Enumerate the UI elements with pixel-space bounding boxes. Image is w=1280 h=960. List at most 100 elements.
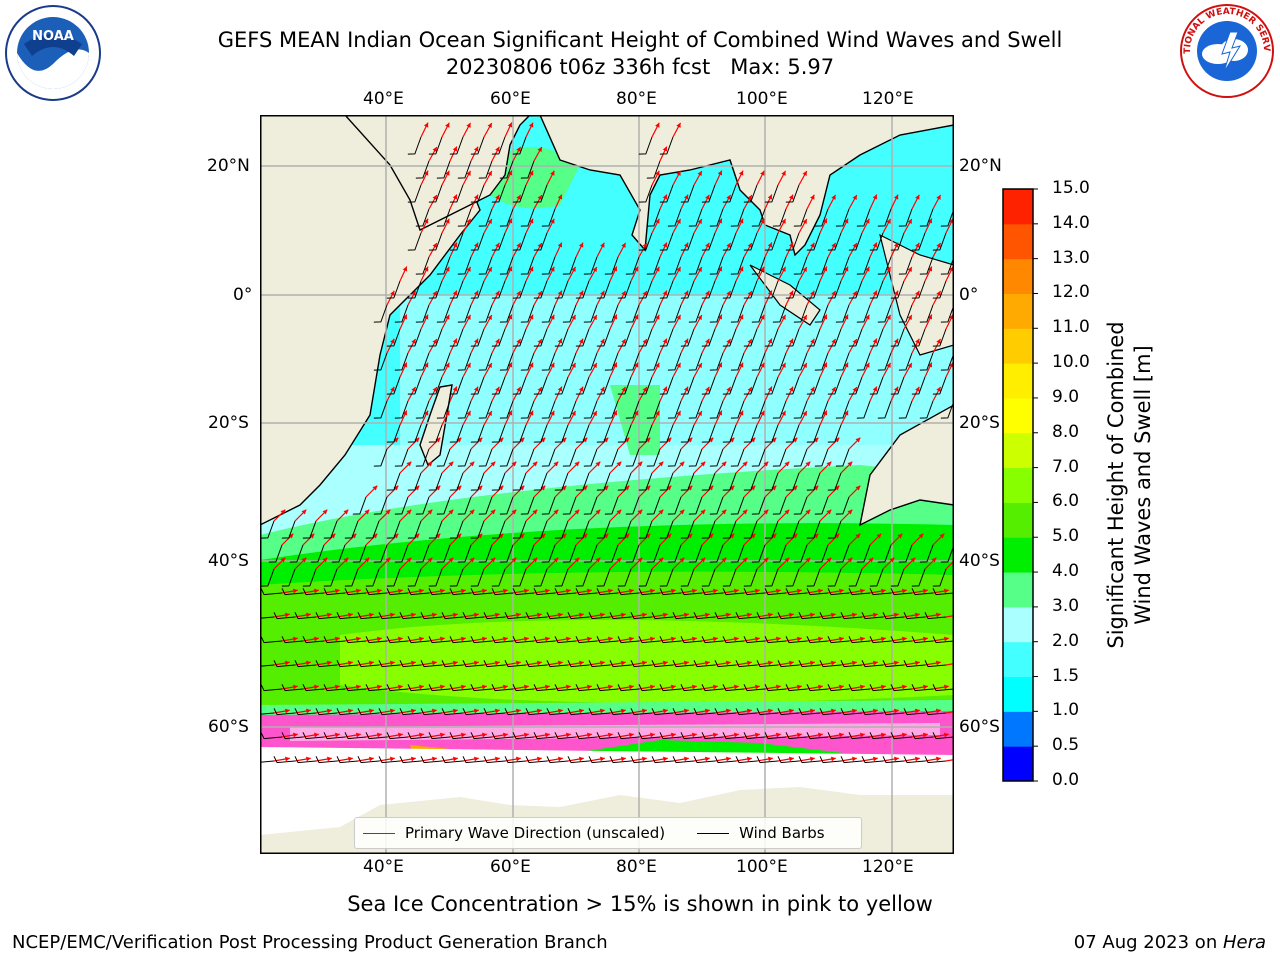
wind-barb — [651, 612, 674, 620]
wave-arrow-head — [453, 708, 458, 714]
wave-arrow-head — [356, 636, 361, 642]
wind-barb — [785, 520, 800, 539]
wave-arrow-head — [738, 218, 744, 224]
wind-barb — [701, 376, 716, 395]
wave-arrow-head — [453, 756, 458, 762]
wave-arrow-head — [655, 314, 660, 320]
wind-barb — [940, 352, 954, 371]
wind-barb — [344, 732, 367, 740]
wave-arrow-head — [726, 290, 731, 296]
wave-arrow-head — [348, 660, 353, 666]
wind-barb — [470, 568, 485, 587]
wind-barb — [273, 756, 296, 764]
wind-barb — [541, 448, 556, 467]
wind-barb — [890, 280, 905, 299]
wave-arrow-head — [285, 660, 290, 666]
wave-arrow-head — [915, 242, 920, 248]
wave-arrow-head — [293, 684, 298, 690]
wave-arrow-head — [516, 708, 521, 714]
wind-barb — [394, 352, 409, 371]
wave-arrow-head — [655, 218, 660, 224]
wind-barb — [533, 280, 548, 299]
wind-barb — [315, 660, 338, 668]
wind-barb — [583, 304, 598, 323]
wave-arrow-head — [616, 461, 622, 467]
wave-arrow-head — [927, 218, 933, 224]
wave-arrow-head — [528, 218, 534, 224]
wind-barb — [415, 256, 430, 275]
wind-barb — [562, 448, 577, 467]
wind-barb — [751, 256, 766, 275]
wind-barb — [604, 304, 619, 323]
wind-barb — [793, 544, 808, 563]
wave-arrow-head — [797, 732, 802, 738]
wave-arrow-head — [398, 588, 403, 594]
wind-barb — [785, 424, 800, 443]
wind-barb — [420, 756, 443, 764]
wave-arrow-head — [692, 732, 697, 738]
wave-arrow-head — [377, 684, 382, 690]
wave-arrow-head — [697, 267, 702, 273]
wave-arrow-head — [621, 708, 626, 714]
wind-barb — [449, 184, 464, 203]
wind-barb — [428, 636, 451, 644]
wave-arrow-head — [507, 170, 513, 176]
wind-barb — [785, 636, 808, 644]
wave-arrow-head — [747, 756, 752, 762]
wind-barb — [365, 684, 388, 692]
wave-arrow-head — [721, 557, 727, 563]
wind-barb — [764, 424, 779, 443]
wind-barb — [638, 472, 653, 491]
wind-barb — [617, 280, 632, 299]
wave-arrow-head — [369, 660, 374, 666]
wind-barb — [541, 256, 556, 275]
wave-arrow-head — [595, 461, 601, 467]
wave-arrow-head — [923, 732, 928, 738]
wind-barb — [491, 684, 514, 692]
wind-barb — [764, 732, 787, 740]
wave-arrow-head — [831, 194, 836, 200]
wind-barb — [764, 588, 787, 596]
wave-arrow-head — [306, 612, 311, 618]
wind-barb — [848, 376, 863, 395]
wind-barb — [596, 376, 611, 395]
wind-barb — [344, 588, 367, 596]
wind-barb — [609, 708, 632, 716]
wind-barb — [512, 568, 527, 587]
wave-arrow-head — [473, 290, 479, 296]
wind-barbs — [260, 136, 954, 764]
wind-barb — [491, 376, 506, 395]
wave-arrow-head — [642, 756, 647, 762]
wave-arrow-head — [873, 756, 878, 762]
wind-barb — [680, 280, 695, 299]
wave-arrow-head — [571, 362, 576, 368]
wave-arrow-head — [936, 708, 941, 714]
wave-arrow-head — [726, 612, 731, 618]
wind-barb — [861, 756, 884, 764]
wind-barb — [835, 448, 850, 467]
wind-barb — [315, 612, 338, 620]
wind-barb — [399, 660, 422, 668]
wave-arrow-head — [571, 410, 576, 416]
wind-barb — [260, 588, 283, 596]
colorbar-tick-label: 2.0 — [1052, 630, 1080, 651]
wind-barb — [890, 588, 913, 596]
wave-arrow-head — [322, 557, 328, 563]
wave-arrow-head — [411, 338, 416, 344]
wave-arrow-head — [847, 509, 853, 515]
wind-barb — [520, 496, 535, 515]
wind-barb — [470, 588, 493, 596]
wind-barb — [541, 208, 556, 227]
wave-arrow-head — [503, 636, 508, 642]
wind-barb — [281, 568, 296, 587]
wind-barb — [693, 660, 716, 668]
wind-barb — [856, 544, 871, 563]
wind-barb — [294, 708, 317, 716]
wave-arrow-head — [616, 509, 622, 515]
wave-arrow-head — [781, 266, 786, 272]
wave-arrow-head — [507, 410, 513, 416]
wind-barb — [924, 660, 947, 668]
title-line-2: 20230806 t06z 336h fcst Max: 5.97 — [445, 55, 835, 79]
wind-barb — [268, 544, 283, 563]
wave-arrow-head — [692, 684, 697, 690]
